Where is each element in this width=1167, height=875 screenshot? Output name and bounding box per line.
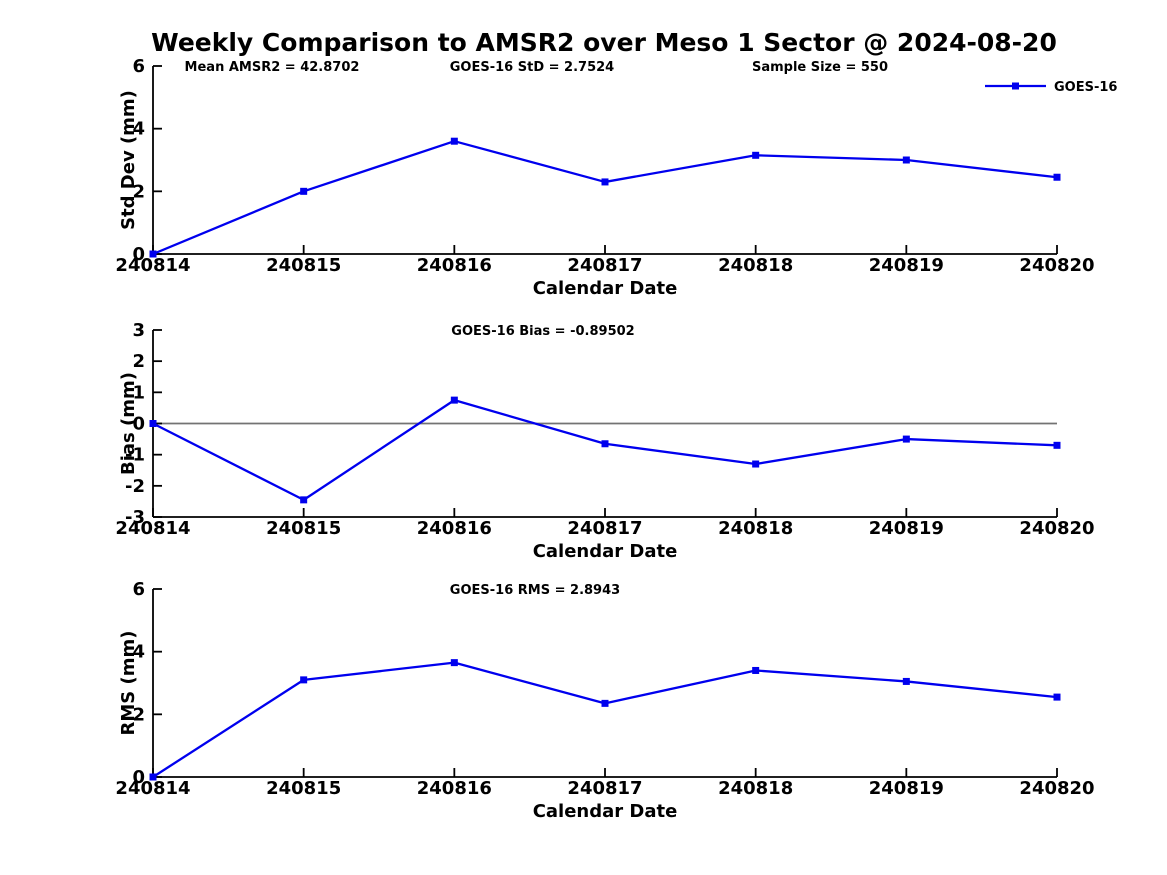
y-tick-label: 6 (132, 579, 145, 600)
y-tick-label: -1 (125, 445, 145, 466)
annotation-bias: GOES-16 Bias = -0.89502 (451, 324, 634, 339)
annotation-rms: GOES-16 RMS = 2.8943 (450, 583, 620, 598)
annotation-std-dev: GOES-16 StD = 2.7524 (450, 60, 614, 75)
y-tick-label: 2 (132, 704, 145, 725)
y-axis-label: Bias (mm) (118, 372, 139, 475)
y-tick-label: 3 (132, 320, 145, 341)
subplot-std-dev: 0 2 4 6 240814 240815 240816 240817 240818 240819… (115, 56, 1117, 299)
y-tick-label: -2 (125, 476, 145, 497)
data-marker (902, 156, 910, 164)
x-tick-label: 240815 (266, 778, 341, 799)
x-tick-label: 240818 (718, 518, 793, 539)
data-marker (149, 420, 157, 427)
x-tick-label: 240814 (115, 518, 190, 539)
x-tick-label: 240816 (417, 778, 492, 799)
data-marker (752, 460, 760, 468)
data-marker (752, 666, 760, 674)
x-tick-label: 240820 (1019, 778, 1094, 799)
data-marker (1053, 693, 1061, 701)
y-tick-label: 4 (132, 119, 145, 140)
data-marker (300, 496, 308, 504)
data-marker (902, 677, 910, 685)
y-tick-label: 6 (132, 56, 145, 77)
x-axis-label: Calendar Date (533, 801, 678, 822)
legend: GOES-16 (985, 80, 1117, 95)
x-tick-label: 240814 (115, 778, 190, 799)
y-tick-label: 1 (132, 382, 145, 403)
legend-marker (1012, 82, 1019, 90)
y-tick-label: 0 (132, 414, 145, 435)
y-axis-label: Std Dev (mm) (118, 90, 139, 230)
x-tick-label: 240820 (1019, 518, 1094, 539)
data-marker (300, 676, 308, 684)
y-tick-label: 2 (132, 351, 145, 372)
y-tick-label: 2 (132, 181, 145, 202)
annotation-std-dev: Sample Size = 550 (752, 60, 888, 75)
x-axis-label: Calendar Date (533, 278, 678, 299)
subplots-group: 0 2 4 6 240814 240815 240816 240817 240818 240819… (115, 56, 1117, 822)
data-marker (902, 435, 910, 443)
x-tick-label: 240819 (869, 778, 944, 799)
x-tick-label: 240817 (567, 518, 642, 539)
data-marker (752, 151, 760, 159)
data-marker (450, 396, 458, 404)
annotation-std-dev: Mean AMSR2 = 42.8702 (185, 60, 360, 75)
x-tick-label: 240818 (718, 778, 793, 799)
data-marker (149, 773, 157, 781)
y-axis-label: RMS (mm) (118, 631, 139, 736)
x-tick-label: 240817 (567, 778, 642, 799)
x-tick-label: 240816 (417, 255, 492, 276)
figure-title: Weekly Comparison to AMSR2 over Meso 1 S… (151, 28, 1057, 57)
series-line-goes-16 (152, 398, 1058, 502)
data-marker (450, 659, 458, 667)
legend-label: GOES-16 (1054, 80, 1117, 95)
x-tick-label: 240814 (115, 255, 190, 276)
x-tick-label: 240815 (266, 255, 341, 276)
data-marker (1053, 173, 1061, 181)
data-marker (601, 178, 609, 186)
y-tick-label: 0 (132, 767, 145, 788)
x-tick-label: 240820 (1019, 255, 1094, 276)
data-marker (300, 187, 308, 195)
y-tick-label: -3 (125, 507, 145, 528)
y-tick-label: 0 (132, 244, 145, 265)
x-axis-label: Calendar Date (533, 541, 678, 562)
data-marker (149, 250, 157, 258)
subplot-rms: 0 2 4 6 240814 240815 240816 240817 240818 240819… (115, 579, 1094, 822)
series-line-goes-16 (152, 661, 1058, 778)
series-line-goes-16 (152, 140, 1058, 256)
x-tick-label: 240819 (869, 255, 944, 276)
x-tick-label: 240819 (869, 518, 944, 539)
x-tick-label: 240815 (266, 518, 341, 539)
data-marker (601, 699, 609, 707)
data-marker (1053, 441, 1061, 449)
data-marker (450, 137, 458, 145)
x-tick-label: 240816 (417, 518, 492, 539)
data-marker (601, 440, 609, 448)
x-tick-label: 240817 (567, 255, 642, 276)
y-tick-label: 4 (132, 642, 145, 663)
x-tick-label: 240818 (718, 255, 793, 276)
